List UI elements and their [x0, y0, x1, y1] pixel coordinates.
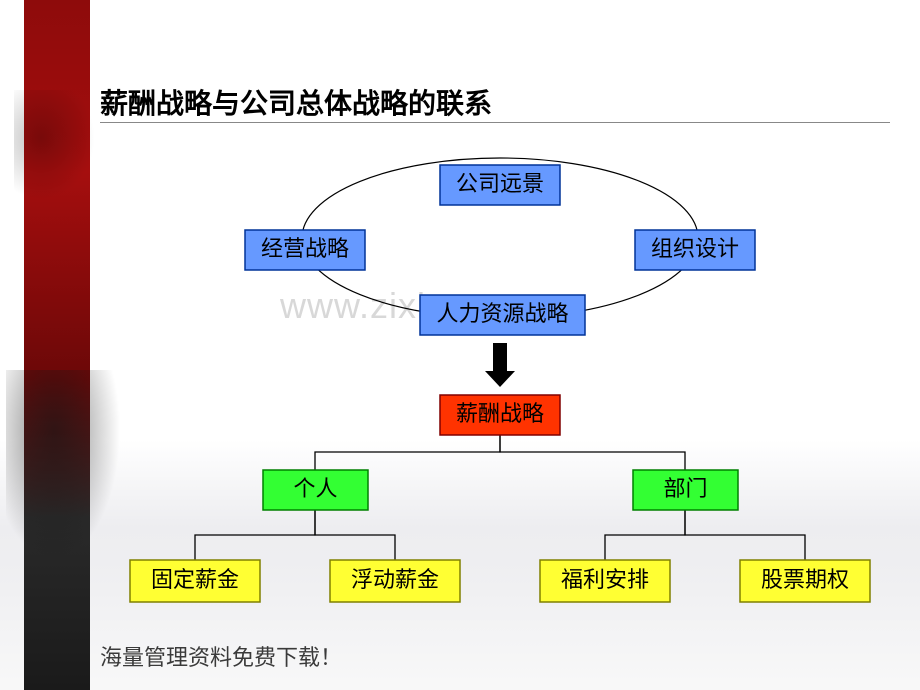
node-vision-label: 公司远景: [456, 171, 544, 196]
down-arrow: [485, 343, 515, 387]
node-biz-label: 经营战略: [261, 236, 349, 261]
node-org: 组织设计: [635, 230, 755, 270]
arrow-shape: [485, 343, 515, 387]
node-benefit-label: 福利安排: [561, 567, 649, 592]
connector-0: [315, 435, 500, 470]
connector-1: [500, 435, 685, 470]
node-stock-label: 股票期权: [761, 567, 849, 592]
node-comp-label: 薪酬战略: [456, 401, 544, 426]
flowchart-diagram: 公司远景经营战略 组织设计人力资源战略薪酬战略个人 部门固定薪金 浮动薪金 福利安排 股票…: [0, 0, 920, 690]
node-stock: 股票期权: [740, 560, 870, 602]
node-dept-label: 部门: [663, 476, 707, 501]
node-vision: 公司远景: [440, 165, 560, 205]
node-hr-label: 人力资源战略: [436, 301, 568, 326]
node-org-label: 组织设计: [651, 236, 739, 261]
node-indiv-label: 个人: [293, 476, 337, 501]
node-comp: 薪酬战略: [440, 395, 560, 435]
node-variable-label: 浮动薪金: [351, 567, 439, 592]
node-fixed-label: 固定薪金: [151, 567, 239, 592]
node-biz: 经营战略: [245, 230, 365, 270]
node-hr: 人力资源战略: [420, 295, 585, 335]
node-dept: 部门: [633, 470, 738, 510]
node-fixed: 固定薪金: [130, 560, 260, 602]
connector-3: [315, 510, 395, 560]
node-benefit: 福利安排: [540, 560, 670, 602]
connector-4: [605, 510, 685, 560]
connector-2: [195, 510, 315, 560]
connector-5: [685, 510, 805, 560]
slide: 薪酬战略与公司总体战略的联系 www.zixin.com.cn 公司远景经营战略…: [0, 0, 920, 690]
node-indiv: 个人: [263, 470, 368, 510]
node-variable: 浮动薪金: [330, 560, 460, 602]
